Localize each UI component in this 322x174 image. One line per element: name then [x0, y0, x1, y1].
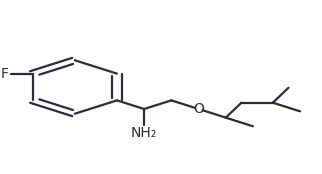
Text: O: O	[193, 102, 204, 116]
Text: NH₂: NH₂	[131, 126, 157, 140]
Text: F: F	[1, 67, 9, 81]
